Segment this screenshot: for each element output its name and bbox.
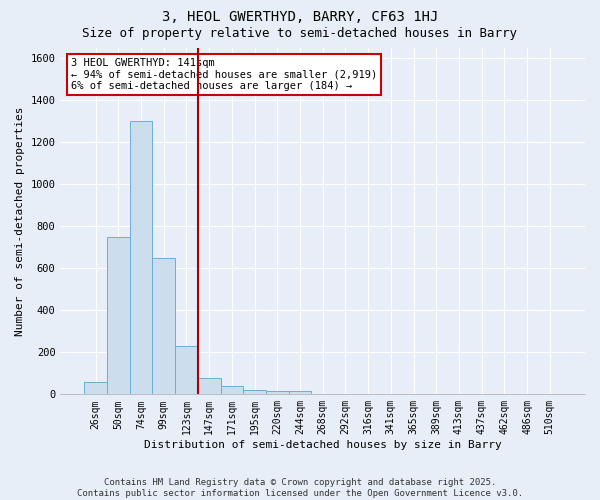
Text: Size of property relative to semi-detached houses in Barry: Size of property relative to semi-detach…: [83, 28, 517, 40]
Text: Contains HM Land Registry data © Crown copyright and database right 2025.
Contai: Contains HM Land Registry data © Crown c…: [77, 478, 523, 498]
Bar: [198, 378, 221, 394]
Bar: [243, 390, 266, 394]
Bar: [130, 121, 152, 394]
Y-axis label: Number of semi-detached properties: Number of semi-detached properties: [15, 106, 25, 336]
Bar: [152, 258, 175, 394]
Bar: [107, 236, 130, 394]
Bar: [266, 391, 289, 394]
Text: 3 HEOL GWERTHYD: 141sqm
← 94% of semi-detached houses are smaller (2,919)
6% of : 3 HEOL GWERTHYD: 141sqm ← 94% of semi-de…: [71, 58, 377, 91]
Bar: [84, 382, 107, 394]
Bar: [221, 386, 243, 394]
Bar: [289, 391, 311, 394]
X-axis label: Distribution of semi-detached houses by size in Barry: Distribution of semi-detached houses by …: [144, 440, 502, 450]
Bar: [175, 346, 198, 395]
Text: 3, HEOL GWERTHYD, BARRY, CF63 1HJ: 3, HEOL GWERTHYD, BARRY, CF63 1HJ: [162, 10, 438, 24]
